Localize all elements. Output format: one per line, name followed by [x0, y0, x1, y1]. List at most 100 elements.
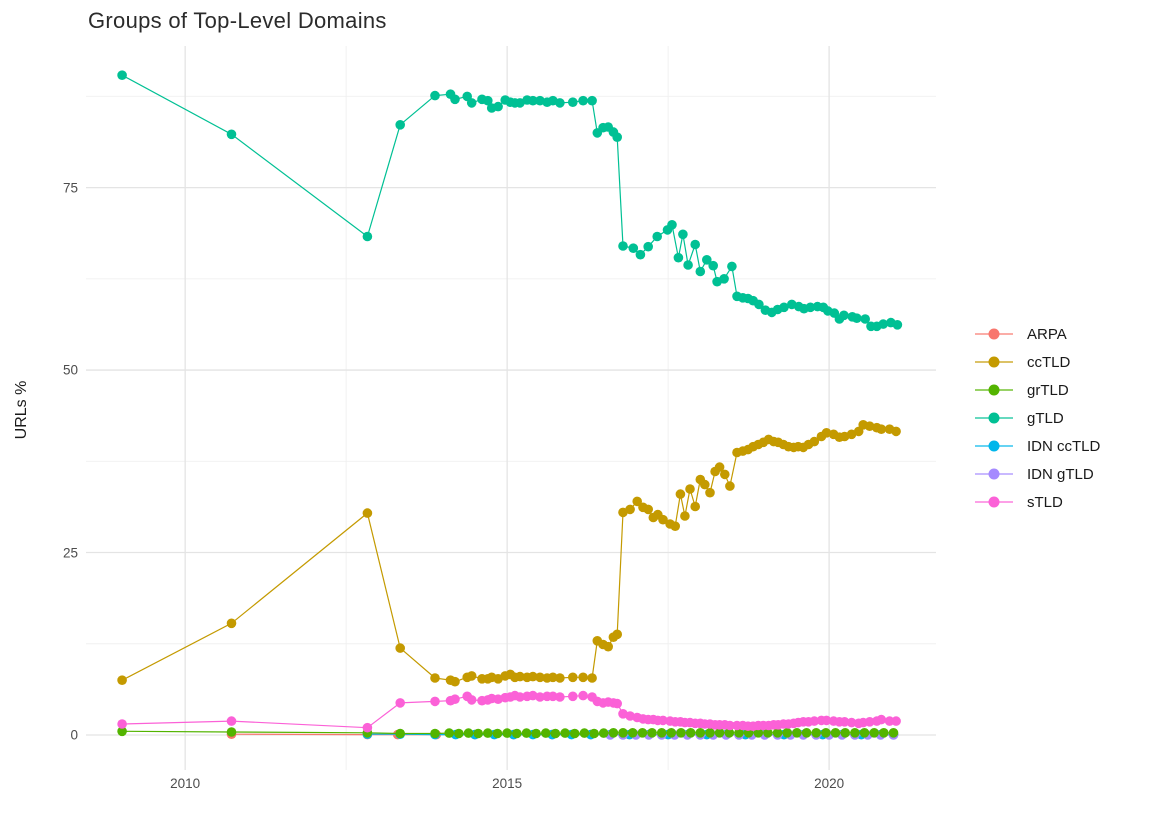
y-tick-label: 50: [62, 362, 78, 378]
legend-dot: [988, 384, 1000, 396]
data-point: [395, 698, 406, 708]
series-cctld: [117, 420, 901, 687]
data-point: [226, 716, 237, 726]
data-point: [450, 694, 460, 704]
data-point: [548, 672, 558, 683]
data-point: [483, 728, 493, 738]
data-point: [708, 260, 718, 271]
legend-label: IDN gTLD: [1027, 465, 1094, 483]
data-point: [846, 717, 857, 728]
data-point: [809, 436, 820, 447]
data-point: [720, 469, 730, 480]
data-point: [852, 313, 862, 324]
legend-item-stld: sTLD: [975, 493, 1100, 511]
data-point: [587, 673, 597, 683]
legend-dot: [988, 496, 1000, 508]
data-point: [612, 698, 622, 709]
data-point: [541, 728, 551, 738]
data-point: [685, 728, 696, 738]
data-point: [579, 728, 590, 738]
data-point: [891, 716, 901, 726]
legend-dot: [988, 356, 1000, 368]
data-point: [560, 728, 570, 738]
data-point: [117, 719, 127, 729]
series-stld: [117, 690, 901, 733]
data-point: [891, 426, 901, 437]
data-point: [695, 728, 706, 738]
legend-key-icon: [975, 325, 1013, 343]
data-point: [226, 618, 237, 629]
data-point: [811, 728, 821, 738]
data-point: [637, 728, 648, 738]
data-point: [466, 695, 477, 705]
data-point: [444, 728, 455, 738]
data-point: [589, 728, 599, 739]
data-point: [466, 671, 477, 681]
data-point: [555, 98, 565, 108]
y-tick-label: 75: [62, 180, 78, 196]
data-point: [587, 95, 597, 106]
data-point: [656, 728, 667, 738]
data-point: [625, 504, 635, 515]
series-line: [121, 74, 898, 327]
data-point: [550, 728, 561, 739]
data-point: [782, 728, 792, 738]
data-point: [635, 249, 646, 260]
data-point: [612, 629, 622, 640]
data-point: [683, 260, 693, 270]
data-point: [670, 521, 680, 531]
legend-label: ccTLD: [1027, 353, 1071, 371]
data-point: [839, 717, 850, 727]
data-point: [627, 728, 638, 738]
data-point: [805, 302, 816, 313]
data-point: [864, 717, 875, 727]
data-point: [473, 728, 484, 739]
x-tick-label: 2015: [492, 776, 523, 791]
legend-label: IDN ccTLD: [1027, 437, 1101, 455]
data-point: [608, 728, 619, 738]
data-point: [515, 692, 525, 702]
data-point: [512, 728, 522, 739]
data-point: [603, 641, 613, 652]
data-point: [515, 671, 525, 682]
data-point: [430, 90, 440, 101]
data-point: [395, 643, 406, 653]
data-point: [362, 722, 373, 733]
data-point: [876, 424, 887, 435]
data-point: [673, 252, 684, 263]
data-point: [454, 728, 464, 739]
data-point: [598, 728, 609, 738]
data-point: [753, 728, 764, 738]
series-gtld: [117, 70, 903, 332]
data-point: [628, 243, 639, 253]
data-point: [528, 671, 538, 682]
data-point: [714, 728, 725, 738]
data-point: [535, 692, 545, 702]
data-point: [678, 229, 688, 240]
data-point: [226, 727, 237, 737]
data-point: [568, 97, 578, 107]
data-point: [876, 714, 887, 725]
data-point: [705, 728, 715, 738]
data-point: [450, 94, 460, 105]
data-point: [430, 673, 440, 683]
data-point: [578, 95, 588, 106]
legend-item-arpa: ARPA: [975, 325, 1100, 343]
data-point: [578, 690, 588, 701]
data-point: [643, 241, 653, 252]
data-point: [702, 254, 712, 265]
data-point: [463, 728, 474, 738]
legend-item-grtld: grTLD: [975, 381, 1100, 399]
data-point: [555, 692, 565, 702]
data-point: [839, 310, 849, 321]
series-line: [121, 424, 897, 683]
data-point: [685, 484, 695, 494]
data-point: [719, 274, 729, 284]
data-point: [568, 672, 578, 683]
x-tick-label: 2020: [814, 776, 845, 791]
data-point: [830, 728, 841, 738]
data-point: [395, 728, 406, 739]
data-point: [466, 98, 477, 108]
data-point: [690, 501, 700, 512]
